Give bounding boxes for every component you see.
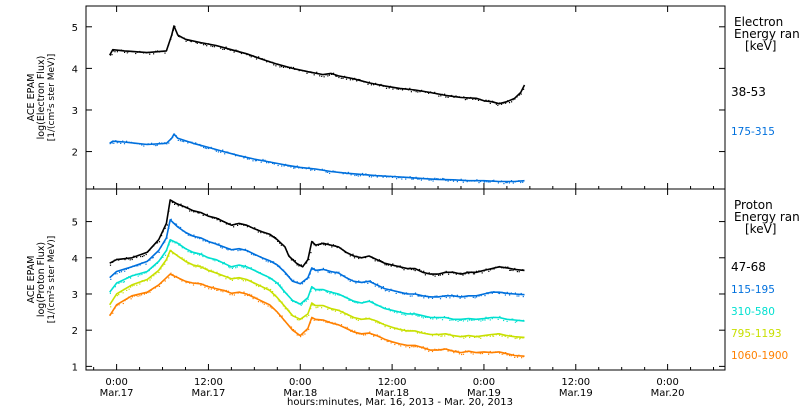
electron-legend-title-line: [keV] [745, 39, 776, 53]
x-tick-time-label: 12:00 [561, 377, 590, 388]
x-tick-date-label: Mar.18 [283, 388, 317, 399]
proton-y-tick-label: 3 [72, 290, 78, 301]
x-tick-time-label: 12:00 [194, 377, 223, 388]
x-tick-time-label: 0:00 [656, 377, 678, 388]
electron-y-tick-label: 3 [72, 106, 78, 117]
proton-y-tick-label: 2 [72, 326, 78, 337]
x-tick-time-label: 0:00 [289, 377, 311, 388]
proton-series-line [109, 199, 525, 275]
proton-y-axis-label-line: ACE EPAM [26, 256, 37, 304]
electron-y-axis-label-line: [1/(cm²s ster MeV)] [47, 54, 57, 141]
proton-legend-title-line: Energy ranges [734, 210, 800, 224]
proton-series-dots [109, 272, 524, 359]
data-series [109, 25, 526, 359]
x-tick-time-label: 0:00 [473, 377, 495, 388]
electron-legend-title-line: Electron [734, 15, 783, 29]
x-tick-date-label: Mar.19 [559, 388, 593, 399]
proton-y-axis-label-line: log(Proton Flux) [36, 242, 47, 317]
x-tick-time-label: 0:00 [105, 377, 127, 388]
electron-series-dots [109, 133, 524, 185]
proton-legend-entry: 310-580 [731, 306, 775, 318]
proton-series-dots [109, 200, 524, 277]
x-tick-date-label: Mar.19 [467, 388, 501, 399]
proton-y-tick-label: 5 [72, 218, 78, 229]
proton-legend-entry: 47-68 [731, 260, 766, 274]
x-tick-date-label: Mar.17 [192, 388, 226, 399]
x-tick-date-label: Mar.18 [375, 388, 409, 399]
electron-series-dots [109, 25, 525, 106]
proton-panel-frame [85, 188, 726, 371]
electron-legend-entry: 175-315 [731, 126, 775, 138]
electron-y-axis-label-line: log(Electron Flux) [36, 56, 47, 140]
electron-y-tick-label: 4 [72, 64, 78, 75]
proton-legend-entry: 115-195 [731, 284, 775, 296]
panel-frames [85, 5, 726, 371]
electron-y-axis-label-line: ACE EPAM [26, 74, 37, 122]
electron-series-line [109, 25, 526, 105]
x-tick-date-label: Mar.17 [100, 388, 134, 399]
proton-series-line [109, 238, 525, 322]
proton-legend-title-line: [keV] [745, 222, 776, 236]
x-axis-label: hours:minutes, Mar. 16, 2013 - Mar. 20, … [287, 397, 513, 408]
proton-y-axis-label-line: [1/(cm²s ster MeV)] [47, 236, 57, 323]
electron-y-tick-label: 2 [72, 148, 78, 159]
proton-y-tick-label: 4 [72, 254, 78, 265]
proton-series-dots [109, 241, 524, 323]
proton-legend-entry: 795-1193 [731, 328, 782, 340]
proton-series-dots [110, 249, 524, 340]
electron-series-line [109, 133, 525, 183]
x-tick-date-label: Mar.20 [651, 388, 685, 399]
x-tick-time-label: 12:00 [378, 377, 407, 388]
electron-legend-title-line: Energy ranges [734, 27, 800, 41]
electron-legend-entry: 38-53 [731, 85, 766, 99]
proton-series-dots [110, 218, 524, 300]
proton-legend-entry: 1060-1900 [731, 350, 788, 362]
proton-legend-title-line: Proton [734, 198, 773, 212]
proton-y-tick-label: 1 [72, 362, 78, 373]
electron-y-tick-label: 5 [72, 23, 78, 34]
x-axis: 0:00Mar.1712:00Mar.170:00Mar.1812:00Mar.… [93, 6, 715, 399]
